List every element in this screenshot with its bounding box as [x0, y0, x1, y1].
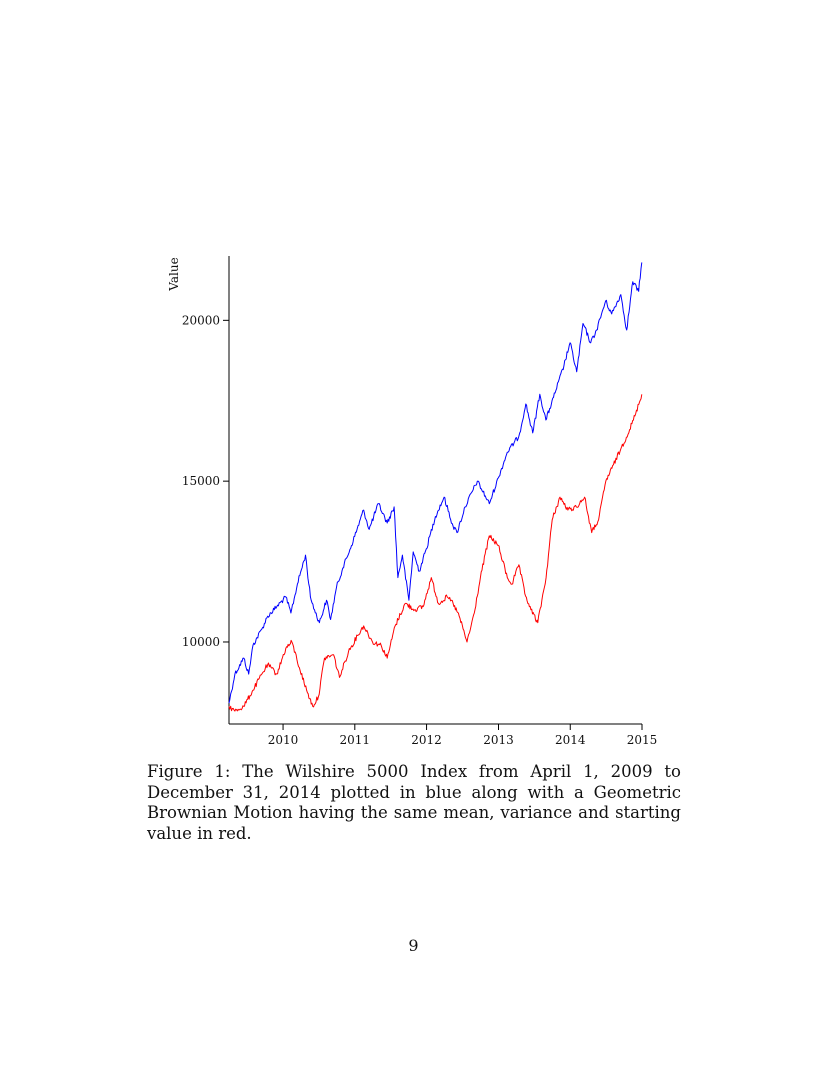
x-tick-label: 2010: [268, 733, 299, 747]
x-tick-label: 2012: [411, 733, 442, 747]
figure-caption: Figure 1: The Wilshire 5000 Index from A…: [147, 762, 681, 843]
x-tick-label: 2015: [627, 733, 658, 747]
y-axis-label: Value: [167, 257, 181, 291]
x-tick-label: 2014: [555, 733, 586, 747]
x-tick-label: 2011: [340, 733, 371, 747]
y-tick-label: 20000: [182, 313, 220, 327]
y-tick-label: 10000: [182, 635, 220, 649]
chart-series: [228, 262, 643, 712]
chart-axes: 10000 15000 20000 2010 2011 2012 2013 2014 2015 V…: [167, 256, 657, 747]
x-tick-label: 2013: [483, 733, 514, 747]
series-line-2: [228, 394, 643, 712]
page-number: 9: [408, 936, 419, 955]
series-line-1: [228, 262, 643, 704]
y-tick-label: 15000: [182, 474, 220, 488]
